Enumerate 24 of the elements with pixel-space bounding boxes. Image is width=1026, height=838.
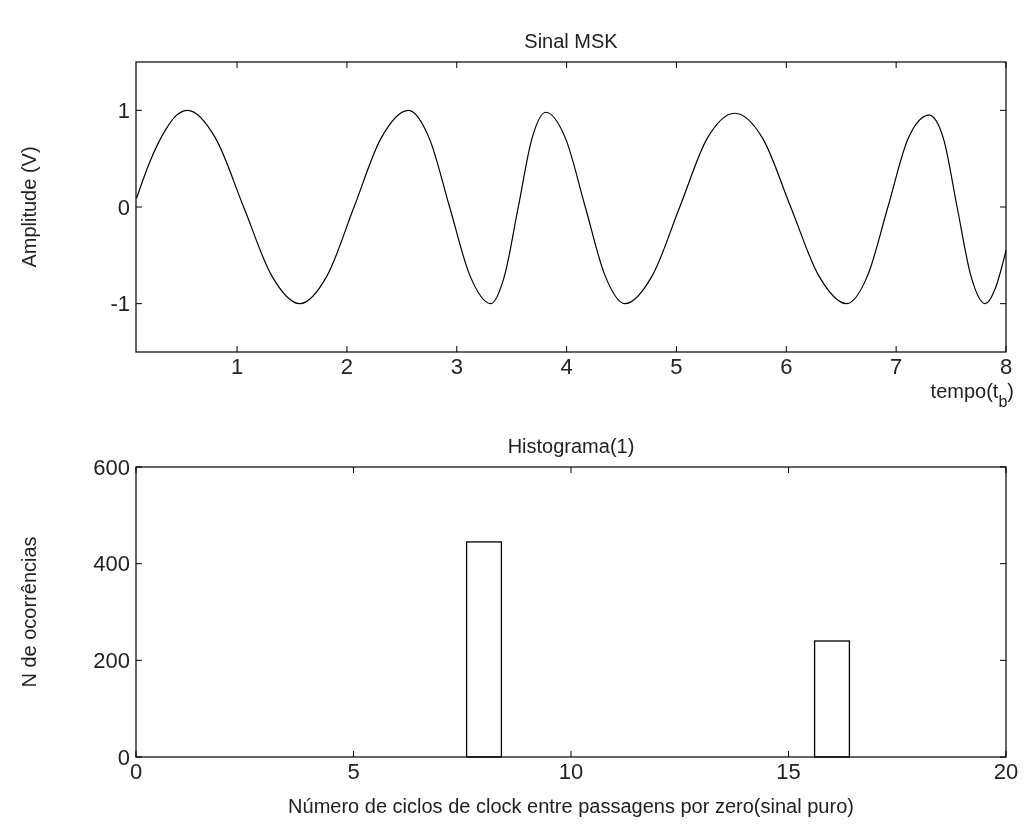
x-tick-label: 3 [450, 354, 463, 379]
chart-title: Sinal MSK [524, 30, 619, 52]
x-axis-title: tempo(t$_{b}$) [930, 380, 1014, 410]
y-tick-label: 600 [93, 454, 130, 480]
x-tick-label: 5 [670, 354, 683, 379]
chart-title: Histograma(1) [507, 435, 635, 457]
y-tick-label: -1 [110, 291, 130, 317]
x-tick-label: 6 [780, 354, 793, 379]
x-tick-label: 10 [558, 759, 584, 784]
x-tick-label: 2 [340, 354, 354, 379]
y-tick-label: 400 [93, 551, 130, 577]
y-axis-title: Amplitude (V) [18, 146, 40, 268]
y-axis-title: N de ocorrências [18, 536, 40, 688]
x-tick-label: 5 [347, 759, 360, 784]
x-tick-label: 7 [890, 354, 903, 379]
x-axis-title: Número de ciclos de clock entre passagens por zero(sinal puro) [288, 795, 854, 817]
x-tick-label: 15 [776, 759, 801, 784]
y-tick-label: 1 [117, 98, 130, 124]
x-tick-label: 8 [999, 354, 1013, 379]
x-tick-label: 20 [993, 759, 1019, 784]
y-tick-label: 0 [117, 194, 130, 220]
x-tick-label: 4 [560, 354, 573, 379]
y-tick-label: 200 [93, 648, 130, 674]
x-tick-label: 1 [230, 354, 244, 379]
